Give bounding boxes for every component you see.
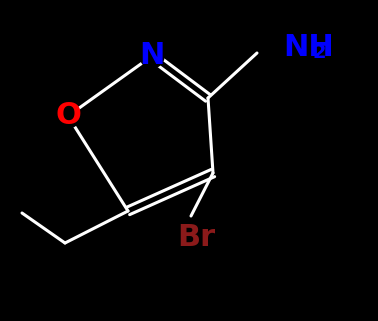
Circle shape: [56, 104, 80, 128]
Text: 2: 2: [313, 44, 327, 63]
Text: O: O: [55, 101, 81, 131]
Text: NH: NH: [283, 33, 334, 63]
Text: Br: Br: [177, 223, 215, 253]
Text: N: N: [139, 41, 165, 71]
Circle shape: [140, 44, 164, 68]
